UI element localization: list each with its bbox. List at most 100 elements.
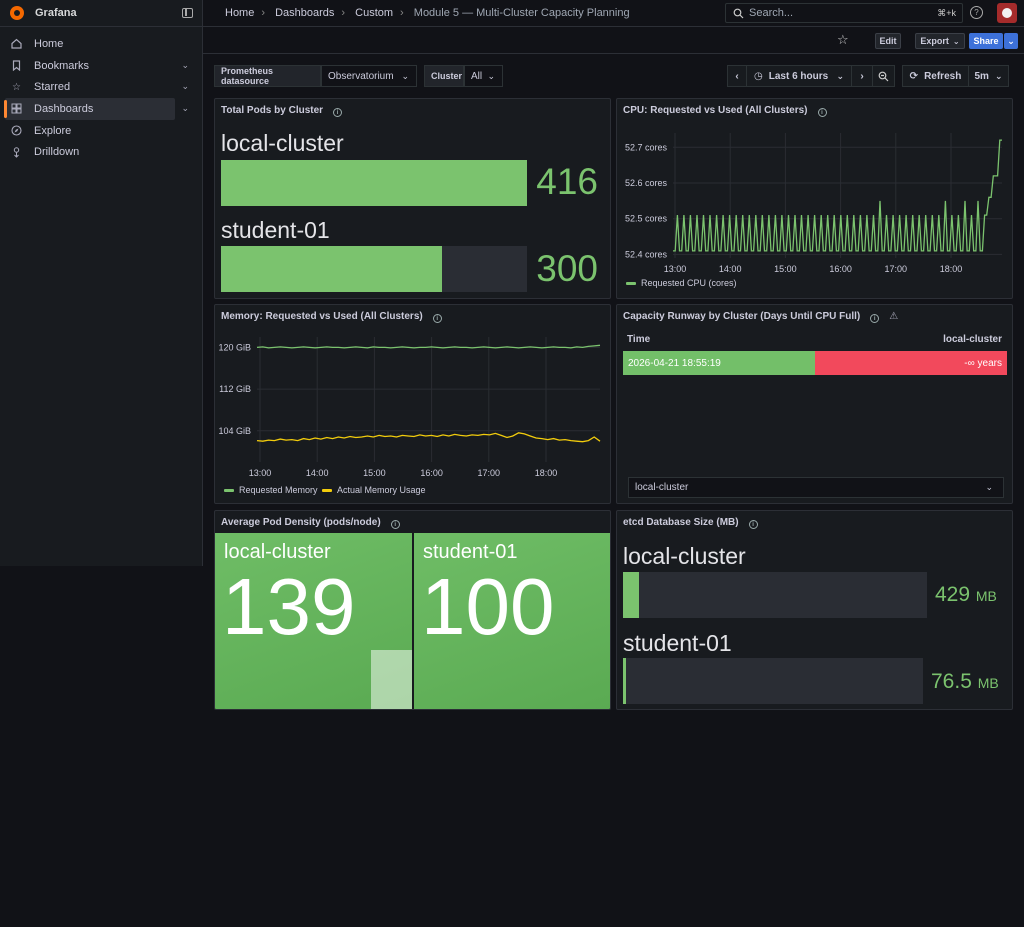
panel-cpu[interactable]: CPU: Requested vs Used (All Clusters) i 5… — [616, 98, 1013, 299]
breadcrumb-home[interactable]: Home — [225, 7, 255, 19]
bar-gauge-label: student-01 — [221, 217, 330, 243]
stat-label: local-cluster — [224, 541, 331, 563]
y-tick-label: 112 GiB — [219, 384, 251, 394]
table-header-local-cluster[interactable]: local-cluster — [943, 334, 1002, 345]
info-icon[interactable]: i — [748, 520, 758, 529]
legend-item[interactable]: Requested CPU (cores) — [626, 278, 737, 288]
legend-label: Actual Memory Usage — [337, 485, 426, 495]
datasource-variable-label: Prometheus datasource — [214, 65, 321, 87]
search-input[interactable]: Search... ⌘+k — [725, 3, 963, 23]
info-icon[interactable]: i — [817, 108, 827, 117]
bar-gauge-track — [623, 572, 927, 618]
legend-label: Requested Memory — [239, 485, 318, 495]
bar-gauge-fill — [623, 658, 626, 704]
share-menu-chevron-icon[interactable]: ⌄ — [1004, 33, 1018, 49]
chevron-right-icon: › — [341, 7, 346, 19]
cluster-select[interactable]: All ⌄ — [464, 65, 503, 87]
breadcrumb-custom[interactable]: Custom — [355, 7, 394, 19]
nav-item-dashboards[interactable]: Dashboards ⌄ — [4, 98, 189, 120]
info-icon[interactable]: i — [870, 314, 880, 323]
help-icon[interactable]: ? — [970, 6, 983, 19]
breadcrumb-dashboards[interactable]: Dashboards — [275, 7, 335, 19]
panel-title-text: Memory: Requested vs Used (All Clusters) — [221, 311, 423, 322]
nav-item-bookmarks[interactable]: Bookmarks ⌄ — [5, 55, 189, 77]
time-range-picker[interactable]: ◷ Last 6 hours ⌄ — [746, 65, 852, 87]
zoom-out-icon[interactable] — [872, 65, 895, 87]
sidebar: Grafana Home Bookmarks ⌄ ☆ Starred ⌄ Das… — [0, 0, 203, 566]
chevron-down-icon[interactable]: ⌄ — [181, 81, 189, 92]
nav-item-label: Dashboards — [34, 102, 94, 115]
panel-title-text: Average Pod Density (pods/node) — [221, 517, 381, 528]
memory-chart[interactable]: 104 GiB 112 GiB 120 GiB 13:00 14:00 15:00 16:0… — [215, 327, 611, 503]
star-icon[interactable]: ☆ — [837, 32, 849, 47]
panel-capacity-runway[interactable]: Capacity Runway by Cluster (Days Until C… — [616, 304, 1013, 504]
legend-item[interactable]: Requested Memory — [224, 485, 318, 495]
stat-tile-local-cluster[interactable]: local-cluster 139 — [215, 533, 412, 709]
top-bar: Home › Dashboards › Custom › Module 5 — Mul… — [203, 0, 1024, 27]
time-forward-button[interactable]: › — [851, 65, 873, 87]
table-cell-value: -∞ years — [815, 351, 1007, 375]
panel-etcd-size[interactable]: etcd Database Size (MB) i local-cluster 4… — [616, 510, 1013, 710]
nav-item-drilldown[interactable]: Drilldown — [5, 141, 175, 163]
panel-title-text: etcd Database Size (MB) — [623, 517, 739, 528]
bar-gauge-label: local-cluster — [623, 543, 746, 569]
brand[interactable]: Grafana — [0, 0, 202, 27]
info-icon[interactable]: i — [390, 520, 400, 529]
chevron-right-icon: › — [400, 7, 404, 19]
datasource-select[interactable]: Observatorium ⌄ — [321, 65, 417, 87]
dock-menu-icon[interactable] — [182, 8, 193, 18]
chevron-down-icon: ⌄ — [952, 36, 960, 46]
chevron-down-icon[interactable]: ⌄ — [181, 103, 189, 114]
stat-value: 139 — [222, 562, 356, 651]
panel-total-pods[interactable]: Total Pods by Cluster i local-cluster 416… — [214, 98, 611, 299]
panel-pod-density[interactable]: Average Pod Density (pods/node) i local-c… — [214, 510, 611, 710]
breadcrumb-current: Module 5 — Multi-Cluster Capacity Planni… — [413, 7, 630, 19]
time-back-button[interactable]: ‹ — [727, 65, 747, 87]
panel-title-text: Total Pods by Cluster — [221, 105, 324, 116]
chevron-down-icon: ⌄ — [985, 482, 993, 492]
panel-title: etcd Database Size (MB) i — [623, 517, 758, 529]
chevron-down-icon[interactable]: ⌄ — [181, 59, 189, 70]
nav-item-starred[interactable]: ☆ Starred ⌄ — [5, 76, 189, 98]
nav-item-home[interactable]: Home — [5, 33, 175, 55]
nav-item-label: Explore — [34, 124, 72, 137]
refresh-label: Refresh — [924, 70, 962, 82]
refresh-icon: ⟳ — [909, 70, 919, 82]
stat-tile-student-01[interactable]: student-01 100 — [414, 533, 611, 710]
chevron-right-icon: › — [261, 7, 266, 19]
warning-icon[interactable]: ⚠ — [889, 311, 899, 322]
table-header-time[interactable]: Time — [627, 334, 651, 345]
panel-memory[interactable]: Memory: Requested vs Used (All Clusters)… — [214, 304, 611, 504]
nav-item-explore[interactable]: Explore — [5, 120, 175, 142]
panel-title: CPU: Requested vs Used (All Clusters) i — [623, 105, 827, 117]
table-footer-select[interactable]: local-cluster ⌄ — [628, 477, 1004, 498]
info-icon[interactable]: i — [432, 314, 442, 323]
refresh-interval: 5m — [974, 70, 989, 82]
x-tick-label: 16:00 — [420, 468, 443, 478]
export-button[interactable]: Export ⌄ — [915, 33, 965, 49]
x-tick-label: 15:00 — [363, 468, 386, 478]
legend-item[interactable]: Actual Memory Usage — [322, 485, 426, 495]
refresh-interval-select[interactable]: 5m ⌄ — [968, 65, 1009, 87]
star-icon: ☆ — [12, 81, 21, 93]
bar-gauge-label: student-01 — [623, 630, 732, 656]
nav-item-label: Starred — [34, 81, 71, 94]
stat-label: student-01 — [423, 541, 518, 563]
cpu-chart[interactable]: 52.4 cores 52.5 cores 52.6 cores 52.7 cores… — [617, 121, 1013, 299]
avatar[interactable] — [997, 3, 1017, 23]
variables-bar: Prometheus datasource Observatorium ⌄ Clu… — [214, 65, 1013, 87]
compass-icon — [11, 125, 22, 136]
nav-menu: Home Bookmarks ⌄ ☆ Starred ⌄ Dashboards … — [0, 27, 202, 163]
time-range-label: Last 6 hours — [768, 70, 829, 82]
home-icon — [11, 38, 22, 49]
bar-gauge-track — [221, 160, 527, 206]
edit-button[interactable]: Edit — [875, 33, 901, 49]
stat-sparkline — [569, 709, 611, 710]
refresh-button[interactable]: ⟳ Refresh — [902, 65, 969, 87]
cluster-variable-label: Cluster — [424, 65, 464, 87]
info-icon[interactable]: i — [333, 108, 343, 117]
chevron-down-icon: ⌄ — [836, 70, 844, 81]
share-button[interactable]: Share — [969, 33, 1003, 49]
legend-swatch — [322, 488, 332, 492]
bar-gauge-track — [623, 658, 923, 704]
